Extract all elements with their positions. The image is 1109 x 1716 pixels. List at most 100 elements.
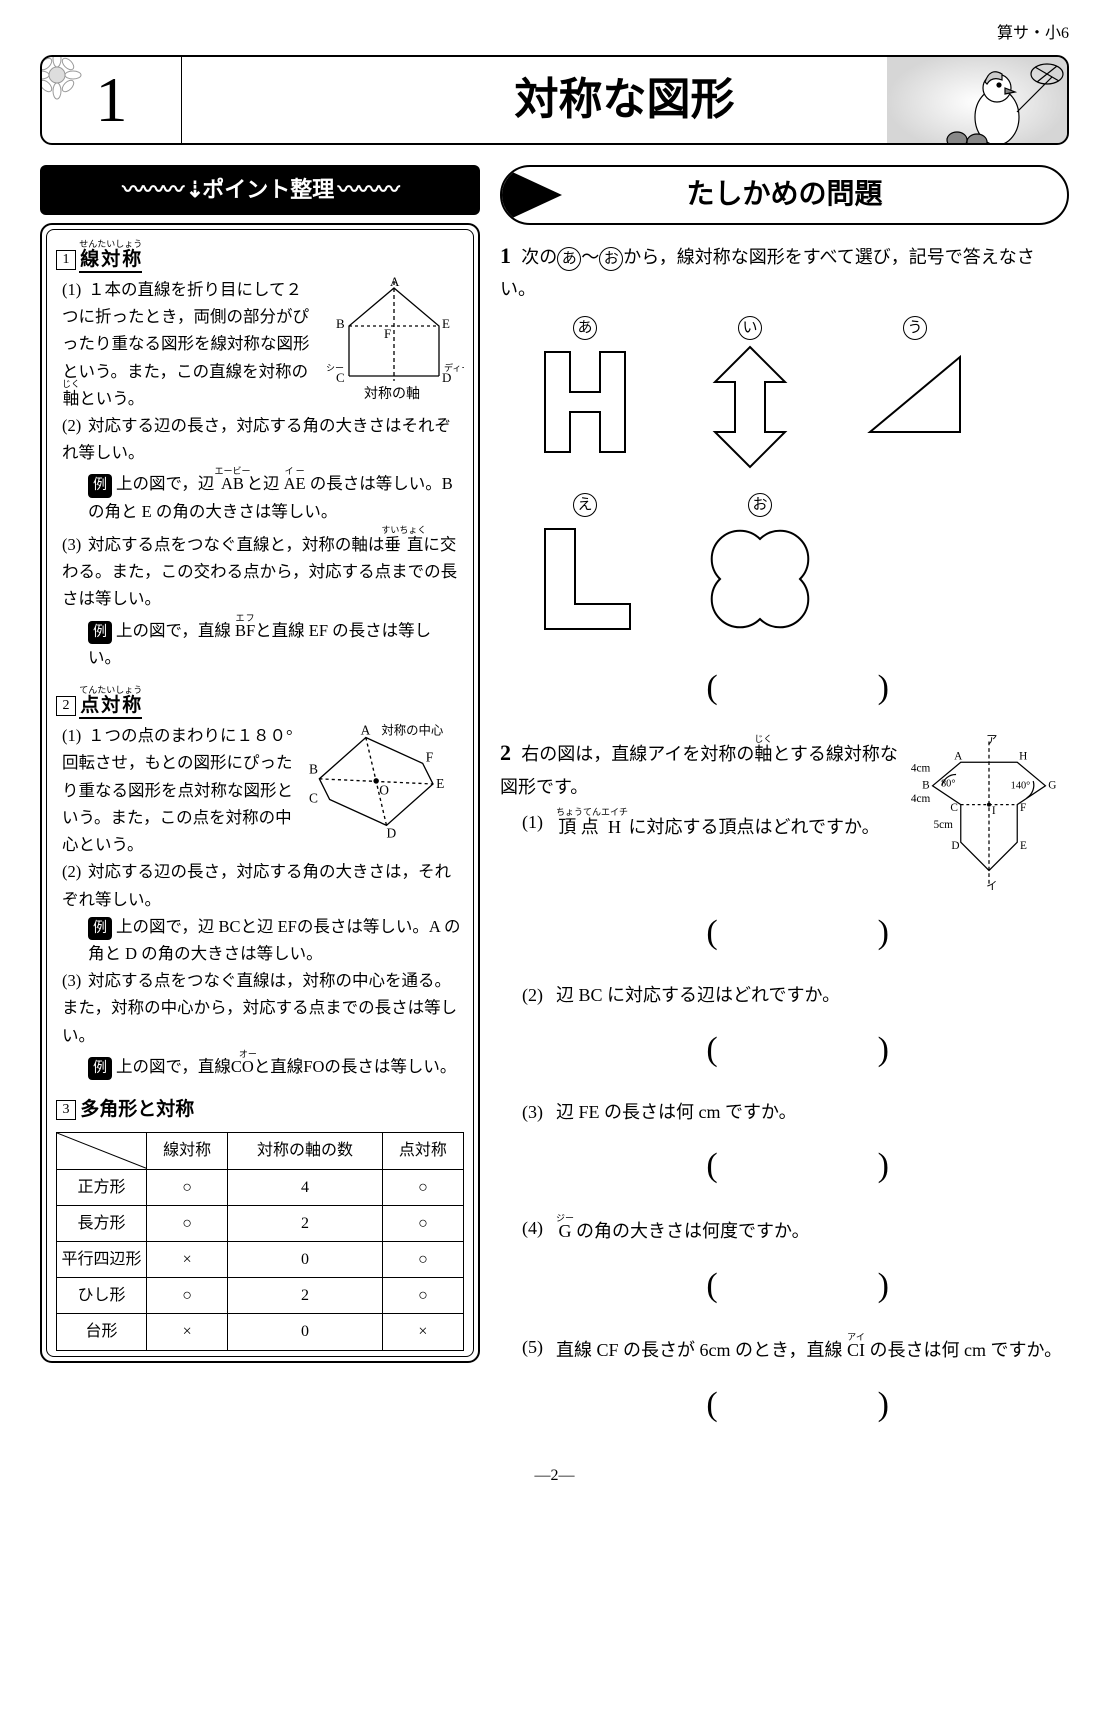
- shape-triangle-icon: [860, 342, 970, 442]
- choice-o: お: [700, 490, 820, 649]
- section-num-1: 1: [56, 250, 76, 270]
- svg-text:A: A: [954, 751, 963, 763]
- s2-p3: 対応する点をつなぐ直線は，対称の中心を通る。また，対称の中心から，対応する点まで…: [62, 971, 457, 1044]
- example-label: 例: [88, 1057, 112, 1080]
- svg-text:対称の中心: 対称の中心: [381, 723, 443, 738]
- col-axis-count: 対称の軸の数: [228, 1133, 383, 1169]
- svg-text:F: F: [426, 750, 433, 765]
- table-cell: ○: [382, 1278, 463, 1314]
- s1-p3-num: (3): [62, 531, 88, 558]
- choice-u: う: [860, 313, 970, 452]
- s2-p1: １つの点のまわりに１８０°回転させ，もとの図形にぴったり重なる図形を点対称な図形…: [62, 726, 293, 854]
- svg-text:E: E: [442, 316, 450, 331]
- answer-blank-2-2: (): [500, 1021, 1069, 1079]
- shape-l-icon: [530, 519, 640, 639]
- svg-text:O: O: [379, 783, 389, 798]
- table-cell: ×: [147, 1241, 228, 1277]
- table-cell: ×: [382, 1314, 463, 1350]
- table-cell: ○: [147, 1205, 228, 1241]
- q2-s4-num: (4): [522, 1213, 556, 1247]
- s2-p2: 対応する辺の長さ，対応する角の大きさは，それぞれ等しい。: [62, 862, 451, 908]
- s2-p1-num: (1): [62, 722, 88, 749]
- table-cell: ○: [382, 1169, 463, 1205]
- svg-text:C: C: [309, 791, 318, 806]
- svg-text:対称の軸: 対称の軸: [364, 386, 420, 402]
- section-2: 2 点対称てんたいしょう A対称の中心 B: [56, 685, 464, 1080]
- line-symmetry-figure: A BE F CD シーディー 対称の軸: [324, 276, 464, 406]
- q2-s3: 辺 FE の長さは何 cm ですか。: [556, 1097, 1069, 1128]
- choice-a-label: あ: [573, 316, 597, 340]
- q2-s5-num: (5): [522, 1332, 556, 1366]
- svg-text:B: B: [309, 762, 318, 777]
- q2-s2: 辺 BC に対応する辺はどれですか。: [556, 980, 1069, 1011]
- s1-p1-num: (1): [62, 276, 88, 303]
- q2-s1: 頂点ちょうてん Hエイチ に対応する頂点はどれですか。: [556, 807, 905, 843]
- points-ribbon: 〰〰〰 ⇣ポイント整理 〰〰〰: [40, 165, 480, 214]
- table-cell: ○: [147, 1278, 228, 1314]
- svg-text:B: B: [336, 316, 345, 331]
- choice-i-label: い: [738, 316, 762, 340]
- table-cell: 長方形: [57, 1205, 147, 1241]
- page-number: —2—: [40, 1462, 1069, 1489]
- point-symmetry-figure: A対称の中心 BC DEF O: [309, 722, 464, 846]
- s1-p2-num: (2): [62, 412, 88, 439]
- table-cell: 正方形: [57, 1169, 147, 1205]
- table-cell: ×: [147, 1314, 228, 1350]
- choice-u-label: う: [903, 316, 927, 340]
- question-1: 1 次のあ〜おから，線対称な図形をすべて選び，記号で答えなさい。 あ い: [500, 237, 1069, 717]
- corner-label: 算サ・小6: [40, 20, 1069, 47]
- choice-a: あ: [530, 313, 640, 472]
- choice-i: い: [700, 313, 800, 482]
- s2-p2-num: (2): [62, 858, 88, 885]
- points-box: 1 線対称せんたいしょう A BE: [40, 223, 480, 1363]
- table-cell: ○: [382, 1241, 463, 1277]
- table-cell: ○: [382, 1205, 463, 1241]
- svg-text:イ: イ: [986, 881, 997, 893]
- q2-s5: 直線 CF の長さが 6cm のとき，直線 CIアイ の長さは何 cm ですか。: [556, 1332, 1069, 1366]
- svg-text:C: C: [950, 803, 958, 815]
- table-cell: 2: [228, 1278, 383, 1314]
- sunflower-icon: [40, 55, 92, 107]
- table-cell: 2: [228, 1205, 383, 1241]
- table-cell: 台形: [57, 1314, 147, 1350]
- col-point-sym: 点対称: [382, 1133, 463, 1169]
- shape-quatrefoil-icon: [700, 519, 820, 639]
- section-num-3: 3: [56, 1100, 76, 1120]
- svg-text:シー: シー: [326, 363, 344, 373]
- section-num-2: 2: [56, 696, 76, 716]
- col-line-sym: 線対称: [147, 1133, 228, 1169]
- section-title-1: 線対称: [79, 249, 142, 273]
- polygon-table: 線対称 対称の軸の数 点対称 正方形○4○ 長方形○2○ 平行四辺形×0○ ひし…: [56, 1132, 464, 1350]
- chapter-number: 1: [96, 55, 128, 145]
- q2-s1-num: (1): [522, 807, 556, 843]
- problems-ribbon: たしかめの問題: [500, 165, 1069, 225]
- shape-double-arrow-icon: [700, 342, 800, 472]
- svg-text:D: D: [951, 840, 959, 852]
- q1-num: 1: [500, 243, 511, 268]
- svg-text:B: B: [922, 780, 930, 792]
- table-cell: 4: [228, 1169, 383, 1205]
- table-cell: 平行四辺形: [57, 1241, 147, 1277]
- table-cell: 0: [228, 1241, 383, 1277]
- choice-o-label: お: [748, 493, 772, 517]
- answer-blank-2-4: (): [500, 1257, 1069, 1315]
- svg-text:F: F: [1020, 803, 1026, 815]
- svg-text:4cm: 4cm: [911, 763, 931, 775]
- section-1: 1 線対称せんたいしょう A BE: [56, 239, 464, 671]
- s2-ex1: 上の図で，辺 BCと辺 EFの長さは等しい。A の角と D の角の大きさは等しい…: [88, 917, 461, 963]
- q2-figure: ア A H B G C F D E I イ 4cm 4cm 5cm: [909, 734, 1069, 894]
- answer-blank-2-3: (): [500, 1137, 1069, 1195]
- svg-text:E: E: [1020, 840, 1027, 852]
- q2-s2-num: (2): [522, 980, 556, 1011]
- choice-e-label: え: [573, 493, 597, 517]
- svg-text:E: E: [436, 776, 444, 791]
- svg-text:4cm: 4cm: [911, 793, 931, 805]
- svg-text:I: I: [992, 805, 996, 817]
- s1-p2: 対応する辺の長さ，対応する角の大きさはそれぞれ等しい。: [62, 416, 451, 462]
- q2-num: 2: [500, 740, 511, 765]
- question-2: ア A H B G C F D E I イ 4cm 4cm 5cm: [500, 734, 1069, 1433]
- svg-text:D: D: [387, 826, 397, 841]
- answer-blank-1: (): [500, 659, 1069, 717]
- svg-text:G: G: [1048, 780, 1056, 792]
- example-label: 例: [88, 474, 112, 497]
